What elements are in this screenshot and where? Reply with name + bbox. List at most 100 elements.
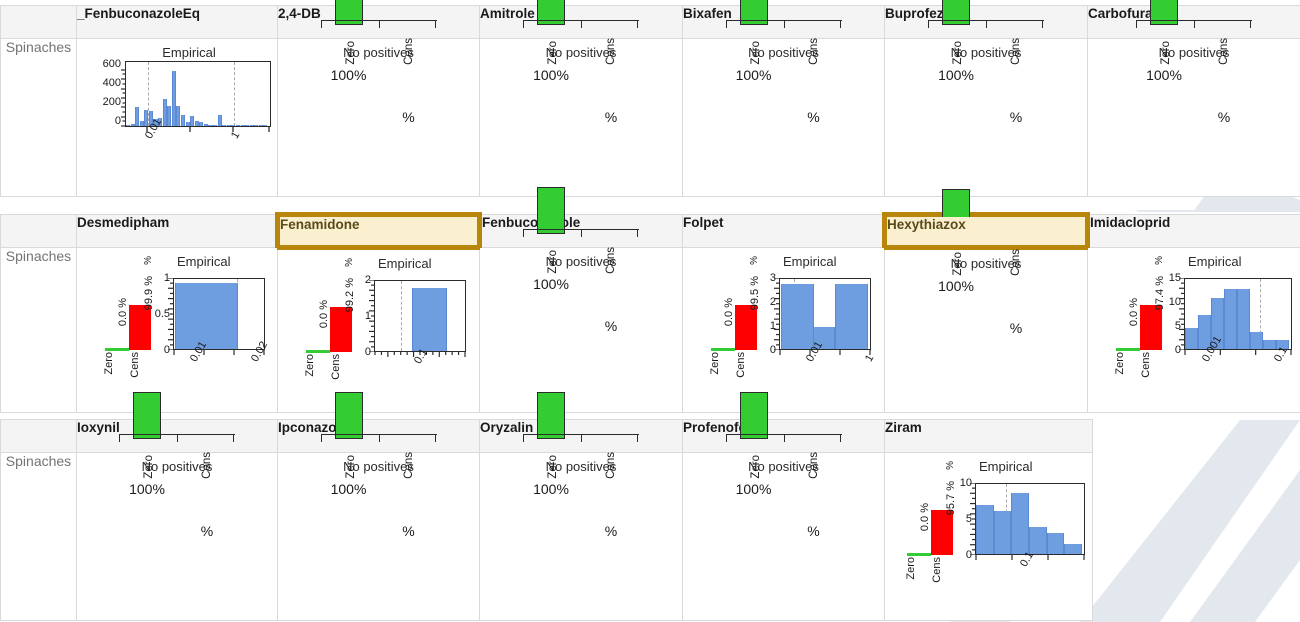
ytick-label-1: 0.5 [154, 308, 170, 320]
histogram-plot[interactable] [173, 278, 265, 350]
chart-cell-ipconazole[interactable]: No positives 100%% Zero Cens [277, 392, 480, 621]
category-axis [320, 20, 437, 28]
ytick-label-0: 0 [769, 344, 776, 356]
chart-cell-imidacloprid[interactable]: Empirical Zero 0.0 % Cens 97.4 %% 0 5 10 15 0.001… [1087, 247, 1300, 413]
column-header-hexythiazox[interactable]: Hexythiazox [882, 212, 1090, 250]
percent-unit-label: % [1154, 256, 1165, 265]
histogram-bar [411, 288, 448, 351]
histogram-bar [180, 115, 186, 126]
histogram-bar [781, 284, 815, 349]
column-header-fenbuconazoleeq[interactable]: _FenbuconazoleEq [76, 5, 278, 39]
histogram-bar [1011, 493, 1029, 554]
zero-value-label: 100% [129, 481, 165, 497]
category-label-zero: Zero [547, 455, 559, 479]
histogram-bar [144, 110, 149, 126]
cens-category-label: Cens [129, 352, 141, 378]
corner-header [0, 419, 77, 453]
histogram-plot[interactable] [975, 483, 1085, 555]
cens-category-label: Cens [330, 354, 342, 380]
zero-bar [105, 348, 129, 351]
cens-value-label: % [807, 523, 820, 539]
chart-cell-bixafen[interactable]: No positives 100%% Zero Cens [682, 0, 885, 197]
chart-cell-24db[interactable]: No positives 100%% Zero Cens [277, 0, 480, 197]
column-header-buprofezin[interactable]: Buprofezin [884, 5, 1088, 39]
category-label-cens: Cens [201, 452, 213, 479]
histogram-bar [1250, 332, 1263, 349]
histogram-plot[interactable] [125, 61, 271, 127]
zero-bar [739, 392, 768, 439]
histogram-bar [1046, 533, 1065, 554]
chart-cell-buprofezin[interactable]: No positives 100%% Zero Cens [884, 0, 1088, 197]
zero-bar [537, 187, 565, 234]
corner-header [0, 5, 77, 39]
ytick-label-2: 10 [959, 477, 972, 489]
chart-cell-desmedipham[interactable]: Empirical Zero 0.0 % Cens 99.9 %% 0 0.5 1 0.01 0.… [76, 247, 278, 413]
histogram-bar [213, 125, 218, 126]
category-axis [928, 20, 1044, 28]
histogram-bar [190, 116, 195, 126]
category-label-zero: Zero [952, 41, 964, 65]
cens-value-label: % [604, 523, 618, 539]
zero-category-label: Zero [709, 352, 721, 375]
cens-value-label: % [1009, 320, 1023, 336]
ytick-label-1: 5 [1174, 320, 1181, 332]
ytick-label-1: 5 [965, 513, 972, 525]
histogram-bar [171, 71, 176, 126]
chart-cell-fenbuconazole[interactable]: No positives 100%% Zero Cens [479, 187, 683, 413]
chart-cell-folpet[interactable]: Empirical Zero 0.0 % Cens 99.5 %% 0 1 2 3 0.01 1 [682, 247, 885, 413]
category-axis [523, 434, 639, 442]
column-header-fenamidone[interactable]: Fenamidone [275, 212, 482, 250]
corner-header [0, 214, 77, 248]
chart-cell-fenbuconazoleeq[interactable]: Empirical 0 200 400 600 [76, 38, 278, 197]
cens-value-label: % [604, 318, 618, 334]
histogram-bar [240, 125, 245, 126]
y-axis-ticks [1179, 278, 1184, 350]
chart-title: No positives [141, 459, 213, 474]
column-header-ziram[interactable]: Ziram [884, 419, 1093, 453]
reference-line-low [148, 62, 149, 126]
zero-percent-label: 0.0 % [1128, 298, 1140, 327]
histogram-bar [199, 122, 204, 126]
zero-percent-label: 0.0 % [117, 298, 129, 327]
chart-cell-ioxynil[interactable]: No positives 100%% Zero Cens [76, 392, 278, 621]
histogram-bar [1064, 544, 1082, 554]
column-header-imidacloprid[interactable]: Imidacloprid [1087, 214, 1300, 248]
chart-cell-amitrole[interactable]: No positives 100%% Zero Cens [479, 0, 683, 197]
histogram-bar [217, 115, 222, 126]
percent-unit-label: % [143, 256, 154, 265]
cens-value-label: % [604, 109, 618, 125]
x-axis-ticks [173, 350, 265, 355]
percent-unit-label: % [344, 258, 355, 267]
zero-value-label: 100% [533, 67, 569, 83]
chart-cell-ziram[interactable]: Empirical Zero 0.0 % Cens 95.7 %% 0 5 10 0.1 [884, 452, 1093, 621]
ytick-label-0: 0 [114, 115, 121, 127]
chart-cell-profenofos[interactable]: No positives 100%% Zero Cens [682, 392, 885, 621]
y-axis-ticks [121, 69, 126, 127]
histogram-bar [158, 118, 163, 126]
category-label-zero: Zero [749, 41, 762, 65]
histogram-plot[interactable] [374, 280, 466, 352]
y-axis-ticks [774, 278, 779, 350]
histogram-plot[interactable] [779, 278, 871, 350]
zero-value-label: 100% [533, 276, 569, 292]
histogram-plot[interactable] [1184, 278, 1292, 350]
ytick-label-0: 0 [163, 344, 170, 356]
chart-cell-carbofuran[interactable]: No positives 100%% Zero Cens [1087, 0, 1300, 197]
cens-value-label: % [1217, 109, 1231, 125]
chart-cell-hexythiazox[interactable]: No positives 100%% Zero Cens [884, 189, 1088, 413]
category-label-zero: Zero [344, 41, 357, 65]
cens-bar [330, 307, 352, 352]
category-label-zero: Zero [1160, 41, 1172, 65]
category-label-cens: Cens [402, 452, 415, 479]
chart-cell-fenamidone[interactable]: Empirical Zero 0.0 % Cens 99.2 %% 0 1 2 0.1 [277, 247, 480, 413]
column-header-desmedipham[interactable]: Desmedipham [76, 214, 278, 248]
zero-value-label: 100% [533, 481, 569, 497]
category-axis [320, 434, 437, 442]
chart-cell-oryzalin[interactable]: No positives 100%% Zero Cens [479, 392, 683, 621]
column-header-folpet[interactable]: Folpet [682, 214, 885, 248]
histogram-bar [976, 505, 994, 554]
zero-value-label: 100% [735, 67, 772, 83]
column-header-carbofuran[interactable]: Carbofuran [1087, 5, 1300, 39]
ytick-label-0: 0 [965, 549, 972, 561]
chart-title: No positives [343, 459, 414, 474]
